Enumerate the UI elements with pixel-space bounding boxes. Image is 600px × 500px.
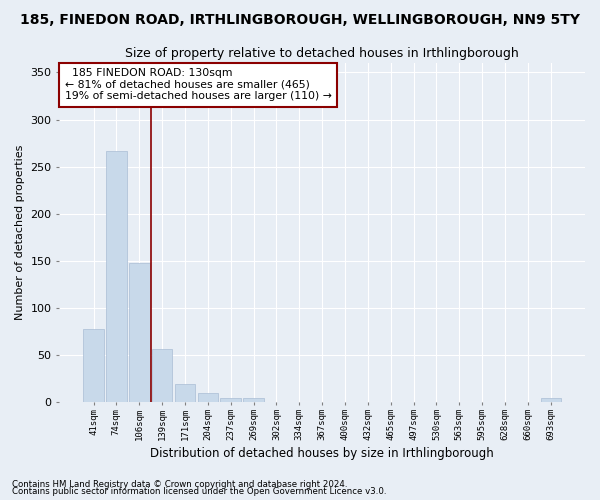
Bar xyxy=(152,348,172,402)
Text: Contains public sector information licensed under the Open Government Licence v3: Contains public sector information licen… xyxy=(12,487,386,496)
Bar xyxy=(541,398,561,402)
Bar xyxy=(197,393,218,402)
X-axis label: Distribution of detached houses by size in Irthlingborough: Distribution of detached houses by size … xyxy=(150,447,494,460)
Title: Size of property relative to detached houses in Irthlingborough: Size of property relative to detached ho… xyxy=(125,48,519,60)
Text: 185 FINEDON ROAD: 130sqm
← 81% of detached houses are smaller (465)
19% of semi-: 185 FINEDON ROAD: 130sqm ← 81% of detach… xyxy=(65,68,331,102)
Bar xyxy=(83,329,104,402)
Y-axis label: Number of detached properties: Number of detached properties xyxy=(15,145,25,320)
Bar xyxy=(175,384,195,402)
Text: Contains HM Land Registry data © Crown copyright and database right 2024.: Contains HM Land Registry data © Crown c… xyxy=(12,480,347,489)
Text: 185, FINEDON ROAD, IRTHLINGBOROUGH, WELLINGBOROUGH, NN9 5TY: 185, FINEDON ROAD, IRTHLINGBOROUGH, WELL… xyxy=(20,12,580,26)
Bar xyxy=(106,150,127,402)
Bar xyxy=(220,398,241,402)
Bar xyxy=(243,398,264,402)
Bar xyxy=(129,263,149,402)
